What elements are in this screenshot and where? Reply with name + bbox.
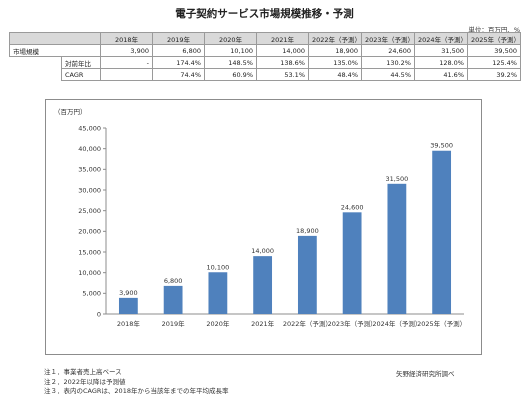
table-header-corner [9, 32, 101, 45]
bar [163, 285, 183, 314]
x-tick-label: 2020年 [206, 319, 230, 328]
table-cell: 148.5% [204, 56, 257, 69]
footnote: 注１．事業者売上高ベース [44, 368, 122, 376]
table-cell: 14,000 [256, 44, 309, 57]
table-header-cell: 2024年（予測） [414, 32, 468, 45]
table-cell: 135.0% [308, 56, 362, 69]
data-label: 18,900 [296, 227, 319, 235]
row-label: 対前年比 [61, 56, 101, 69]
x-tick-label: 2019年 [162, 319, 186, 328]
table-cell: 41.6% [414, 68, 468, 81]
y-tick-label: 45,000 [78, 124, 101, 132]
table-header-cell: 2018年 [100, 32, 153, 45]
x-tick-label: 2021年 [251, 319, 275, 328]
table-cell: 60.9% [204, 68, 257, 81]
x-tick-label: 2018年 [117, 319, 141, 328]
table-cell: 44.5% [361, 68, 415, 81]
y-tick-label: 5,000 [82, 290, 101, 298]
footnote: 注３．表内のCAGRは、2018年から当該年までの年平均成長率 [44, 387, 229, 395]
table-header-cell: 2025年（予測） [467, 32, 521, 45]
market-size-table: 2018年 2019年 2020年 2021年 2022年（予測） 2023年（… [9, 32, 521, 81]
table-cell: 125.4% [467, 56, 521, 69]
bar [342, 212, 362, 314]
bar [297, 235, 317, 314]
table-header-cell: 2021年 [256, 32, 309, 45]
bar [118, 297, 138, 314]
table-cell: 10,100 [204, 44, 257, 57]
table-cell: 48.4% [308, 68, 362, 81]
y-tick-label: 35,000 [78, 166, 101, 174]
table-header-cell: 2020年 [204, 32, 257, 45]
data-label: 10,100 [207, 263, 230, 271]
x-tick-label: 2025年（予測） [417, 319, 466, 328]
table-cell: 6,800 [152, 44, 205, 57]
table-cell: 53.1% [256, 68, 309, 81]
row-label: 市場規模 [9, 44, 101, 57]
data-label: 14,000 [251, 247, 274, 255]
chart-frame: （百万円） 0 5,000 10,000 15,000 20,000 25,000 30,00… [45, 99, 482, 355]
data-label: 6,800 [164, 277, 183, 285]
data-label: 31,500 [386, 175, 409, 183]
y-tick-label: 15,000 [78, 248, 101, 256]
table-cell: 128.0% [414, 56, 468, 69]
table-cell: 74.4% [152, 68, 205, 81]
table-cell [100, 68, 153, 81]
x-tick-label: 2024年（予測） [372, 319, 421, 328]
y-tick-label: 0 [97, 310, 101, 318]
row-label: CAGR [61, 68, 101, 81]
x-tick-label: 2022年（予測） [283, 319, 332, 328]
y-tick-label: 25,000 [78, 207, 101, 215]
table-header-row: 2018年 2019年 2020年 2021年 2022年（予測） 2023年（… [9, 32, 521, 45]
bar [432, 150, 452, 314]
table-cell: 31,500 [414, 44, 468, 57]
source-credit: 矢野経済研究所調べ [396, 370, 455, 378]
table-cell: 174.4% [152, 56, 205, 69]
y-tick-label: 10,000 [78, 269, 101, 277]
data-label: 3,900 [119, 289, 138, 297]
footnotes: 注１．事業者売上高ベース 注２．2022年以降は予測値 注３．表内のCAGRは、… [44, 368, 228, 397]
unit-note: 単位：百万円、% [468, 26, 520, 34]
x-tick-label: 2023年（予測） [328, 319, 377, 328]
table-row-market-size: 市場規模 3,900 6,800 10,100 14,000 18,900 24… [9, 44, 521, 57]
footnote: 注２．2022年以降は予測値 [44, 377, 126, 386]
bar [253, 256, 273, 314]
bar [208, 272, 228, 314]
table-cell: 18,900 [308, 44, 362, 57]
table-cell: 39,500 [467, 44, 521, 57]
y-axis-label: （百万円） [54, 108, 87, 116]
table-cell: - [100, 56, 153, 69]
table-header-cell: 2019年 [152, 32, 205, 45]
page-title: 電子契約サービス市場規模推移・予測 [175, 8, 354, 20]
table-header-cell: 2023年（予測） [361, 32, 415, 45]
table-cell: 24,600 [361, 44, 415, 57]
table-cell: 130.2% [361, 56, 415, 69]
table-cell: 138.6% [256, 56, 309, 69]
table-row-cagr: CAGR 74.4% 60.9% 53.1% 48.4% 44.5% 41.6%… [10, 68, 521, 81]
y-tick-label: 20,000 [78, 228, 101, 236]
table-cell: 39.2% [467, 68, 521, 81]
y-tick-label: 30,000 [78, 186, 101, 194]
row-label-spacer [9, 56, 62, 81]
table-row-yoy: 対前年比 - 174.4% 148.5% 138.6% 135.0% 130.2… [9, 56, 521, 81]
data-label: 24,600 [341, 203, 364, 211]
y-tick-label: 40,000 [78, 145, 101, 153]
bar [387, 183, 407, 314]
data-label: 39,500 [430, 142, 453, 150]
table-header-cell: 2022年（予測） [308, 32, 362, 45]
table-cell: 3,900 [100, 44, 153, 57]
bar-chart: （百万円） 0 5,000 10,000 15,000 20,000 25,000 30,00… [54, 108, 466, 328]
